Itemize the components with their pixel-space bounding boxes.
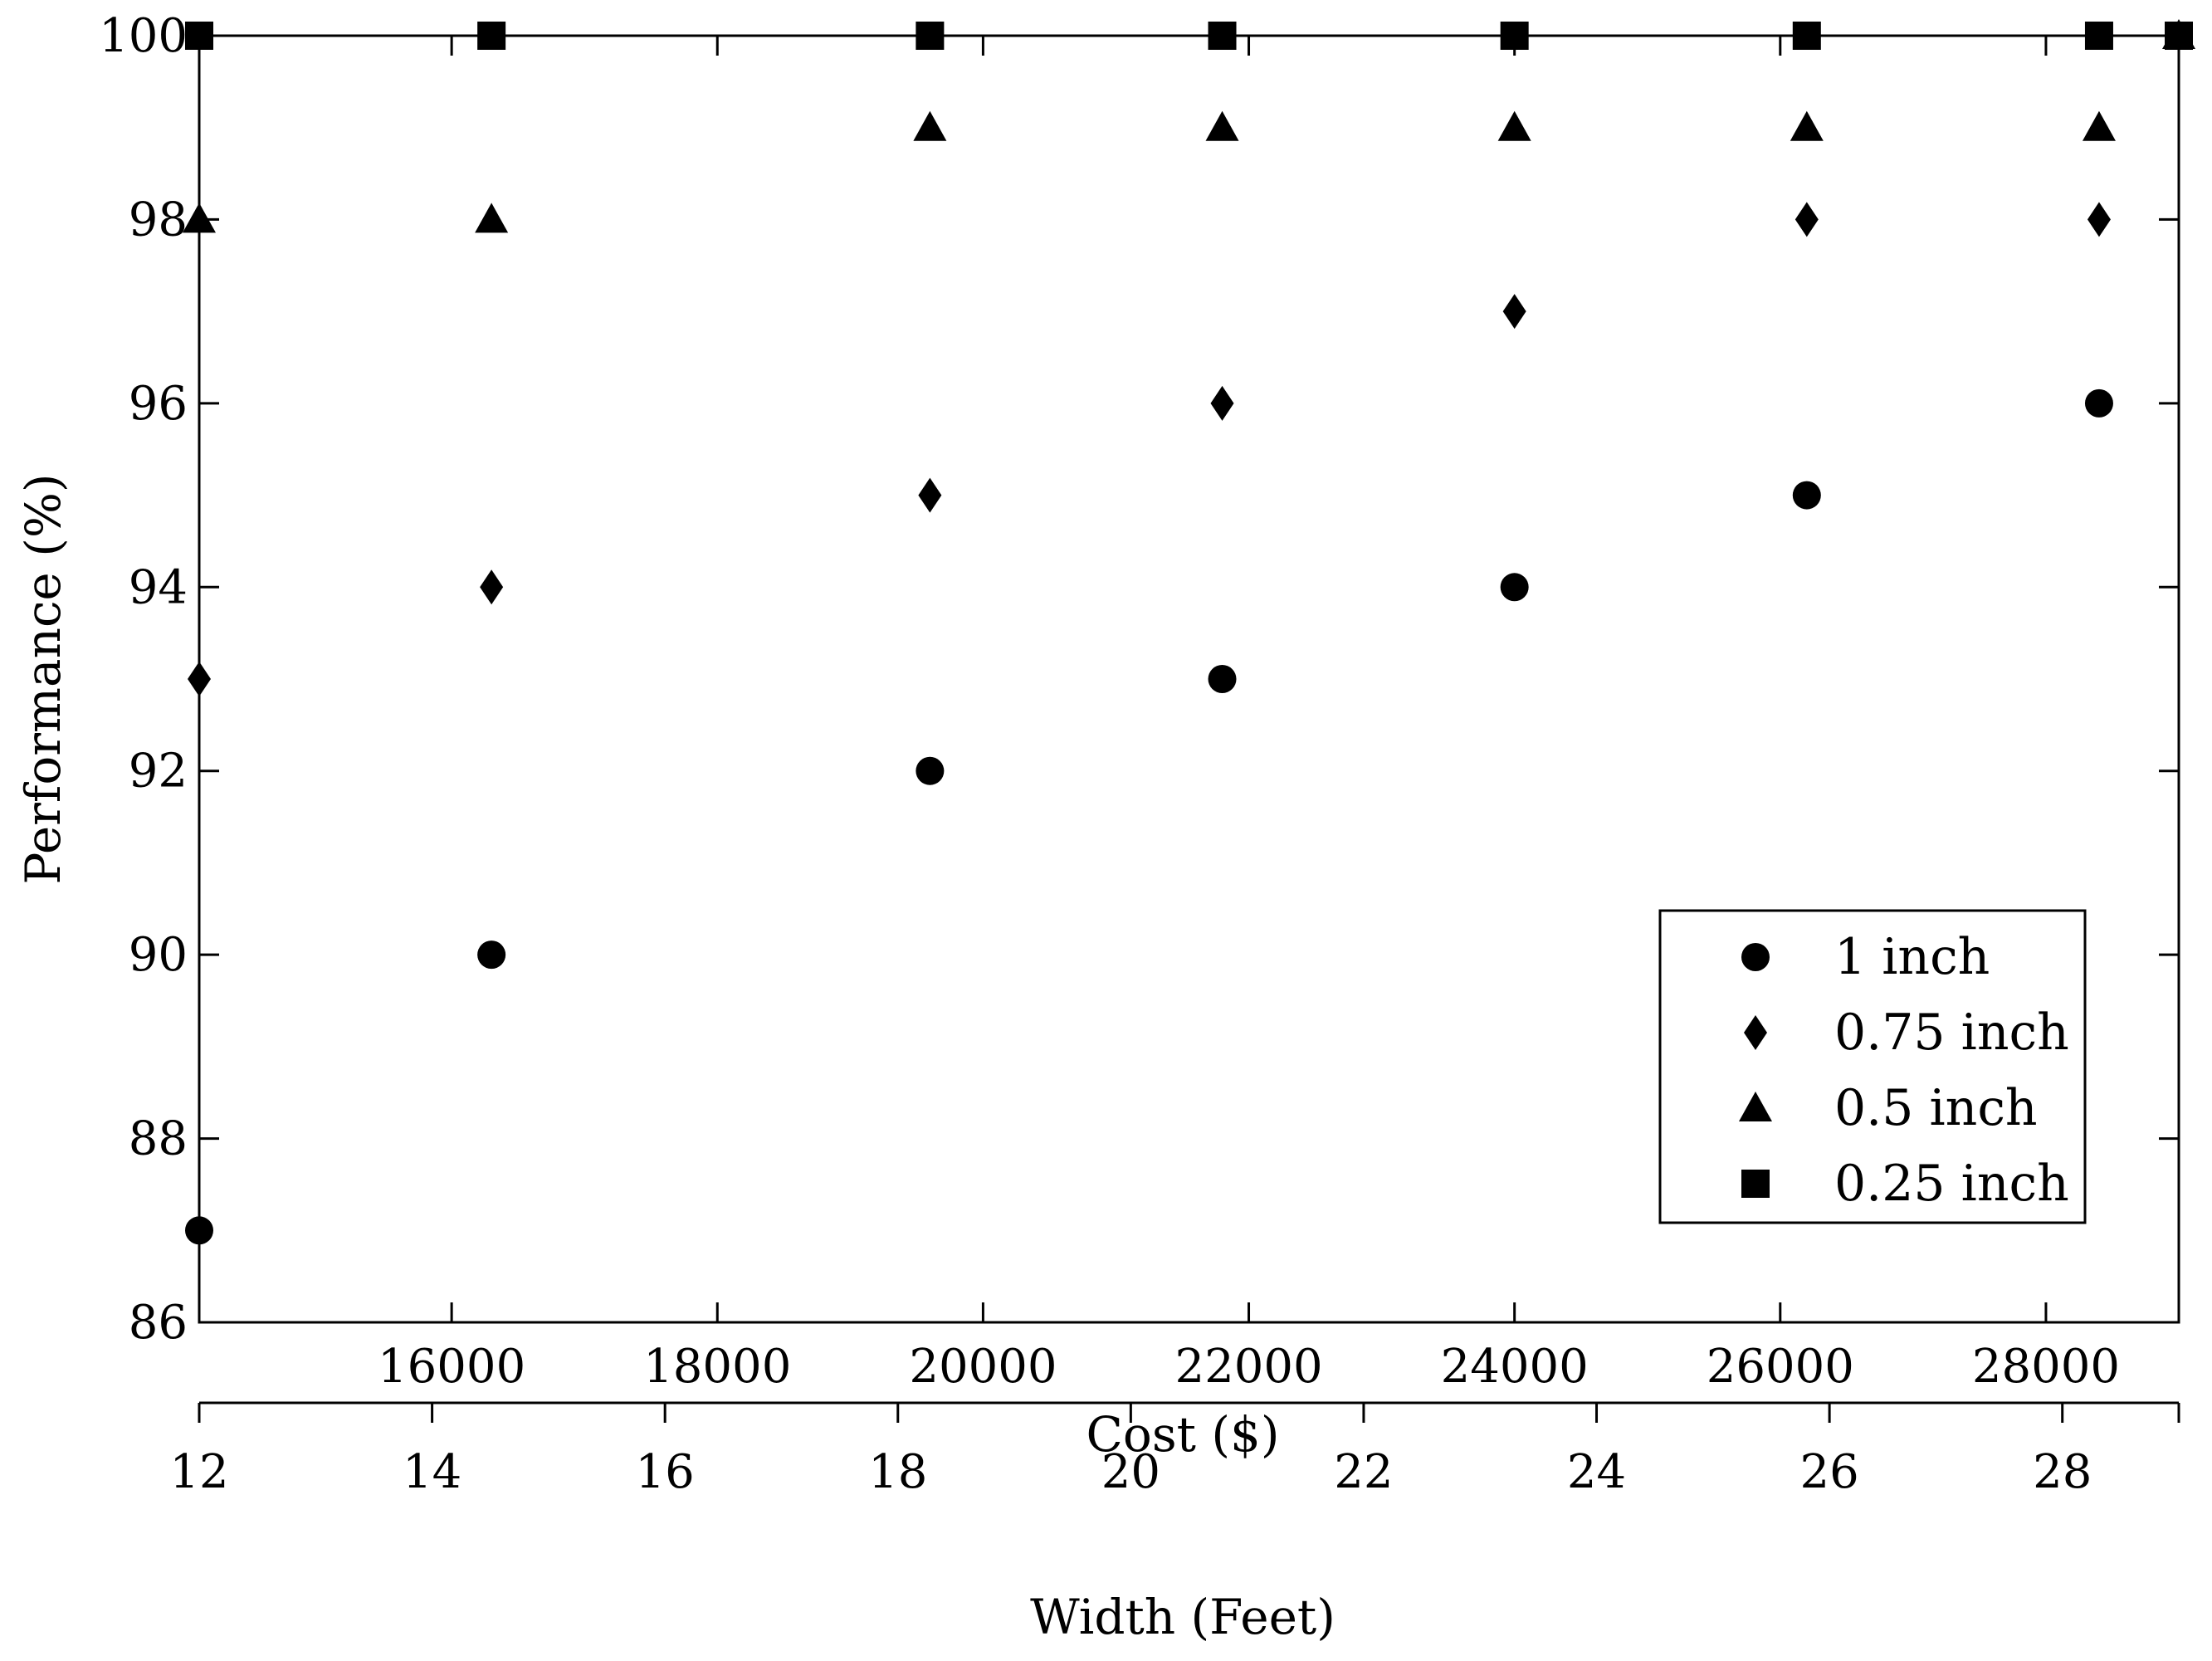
data-point-diamond <box>2087 202 2111 237</box>
y-tick-label: 86 <box>129 1296 188 1350</box>
data-points <box>183 19 2195 1245</box>
y-tick-label: 88 <box>129 1112 188 1166</box>
data-point-circle <box>1208 665 1237 693</box>
secondary-x-axis: 12 14 16 18 20 22 24 26 28 <box>169 1401 2180 1499</box>
series-diamond <box>188 202 2111 696</box>
data-point-square <box>1500 22 1529 50</box>
y-tick-label: 98 <box>129 193 188 247</box>
data-point-square <box>1208 22 1237 50</box>
legend-label: 1 inch <box>1834 928 1990 986</box>
data-point-square <box>916 22 945 50</box>
data-point-triangle <box>183 203 216 233</box>
x-tick-label: 18000 <box>643 1340 791 1394</box>
data-point-triangle <box>475 203 509 233</box>
data-point-diamond <box>1795 202 1819 237</box>
data-point-triangle <box>1790 110 1824 141</box>
x2-tick-label: 24 <box>1567 1445 1626 1499</box>
legend-marker-diamond <box>1744 1015 1767 1050</box>
data-point-triangle <box>1497 110 1531 141</box>
data-point-circle <box>185 1216 213 1245</box>
data-point-square <box>477 22 506 50</box>
y-tick-label: 94 <box>129 560 188 614</box>
x2-tick-label: 14 <box>403 1445 461 1499</box>
data-point-diamond <box>480 569 504 605</box>
data-point-circle <box>916 756 945 785</box>
data-point-circle <box>477 940 506 970</box>
legend-label: 0.25 inch <box>1834 1155 2069 1213</box>
y-tick-label: 100 <box>99 9 188 63</box>
legend-marker-circle <box>1741 943 1770 971</box>
secondary-x-axis-title: Width (Feet) <box>1030 1589 1336 1645</box>
data-point-square <box>2084 22 2113 50</box>
legend-box <box>1658 909 2087 1224</box>
x-tick-label: 24000 <box>1441 1340 1589 1394</box>
x-tick-label: 16000 <box>378 1340 525 1394</box>
legend-marker-square <box>1741 1170 1770 1198</box>
legend-marker-triangle <box>1739 1092 1772 1121</box>
x2-tick-label: 16 <box>636 1445 695 1499</box>
x2-tick-label: 18 <box>868 1445 927 1499</box>
series-triangle <box>183 19 2195 233</box>
x2-tick-label: 20 <box>1101 1445 1160 1499</box>
series-circle <box>185 388 2113 1245</box>
data-point-diamond <box>188 662 211 696</box>
y-axis: 86 88 90 92 94 96 98 100 <box>99 9 2179 1350</box>
data-point-square <box>185 22 213 50</box>
x-tick-label: 20000 <box>909 1340 1057 1394</box>
data-point-square <box>1792 22 1821 50</box>
data-point-circle <box>2084 388 2113 418</box>
data-point-triangle <box>913 110 947 141</box>
data-point-diamond <box>918 477 942 513</box>
x-tick-label: 26000 <box>1707 1340 1854 1394</box>
x2-tick-label: 22 <box>1334 1445 1393 1499</box>
data-point-circle <box>1500 573 1529 602</box>
data-point-triangle <box>1205 110 1239 141</box>
y-tick-label: 96 <box>129 377 188 431</box>
x2-tick-label: 26 <box>1799 1445 1858 1499</box>
series-square <box>185 22 2193 50</box>
y-tick-label: 92 <box>129 745 188 799</box>
y-tick-label: 90 <box>129 928 188 982</box>
data-point-triangle <box>2082 110 2116 141</box>
data-point-circle <box>1792 481 1821 510</box>
y-axis-title: Performance (%) <box>15 473 71 884</box>
x-tick-label: 28000 <box>1972 1340 2120 1394</box>
x-tick-label: 22000 <box>1174 1340 1322 1394</box>
x2-tick-label: 28 <box>2033 1445 2092 1499</box>
x-axis-title: Cost ($) <box>1086 1406 1280 1463</box>
data-point-diamond <box>1502 294 1526 330</box>
legend-label: 0.5 inch <box>1834 1079 2038 1137</box>
x2-tick-label: 12 <box>169 1445 228 1499</box>
legend: 1 inch 0.75 inch 0.5 inch 0.25 inch <box>1658 909 2087 1224</box>
legend-label: 0.75 inch <box>1834 1004 2069 1062</box>
data-point-diamond <box>1210 385 1234 421</box>
x-axis: 16000 18000 20000 22000 24000 26000 28000 <box>378 36 2120 1394</box>
data-point-square <box>2165 22 2193 50</box>
